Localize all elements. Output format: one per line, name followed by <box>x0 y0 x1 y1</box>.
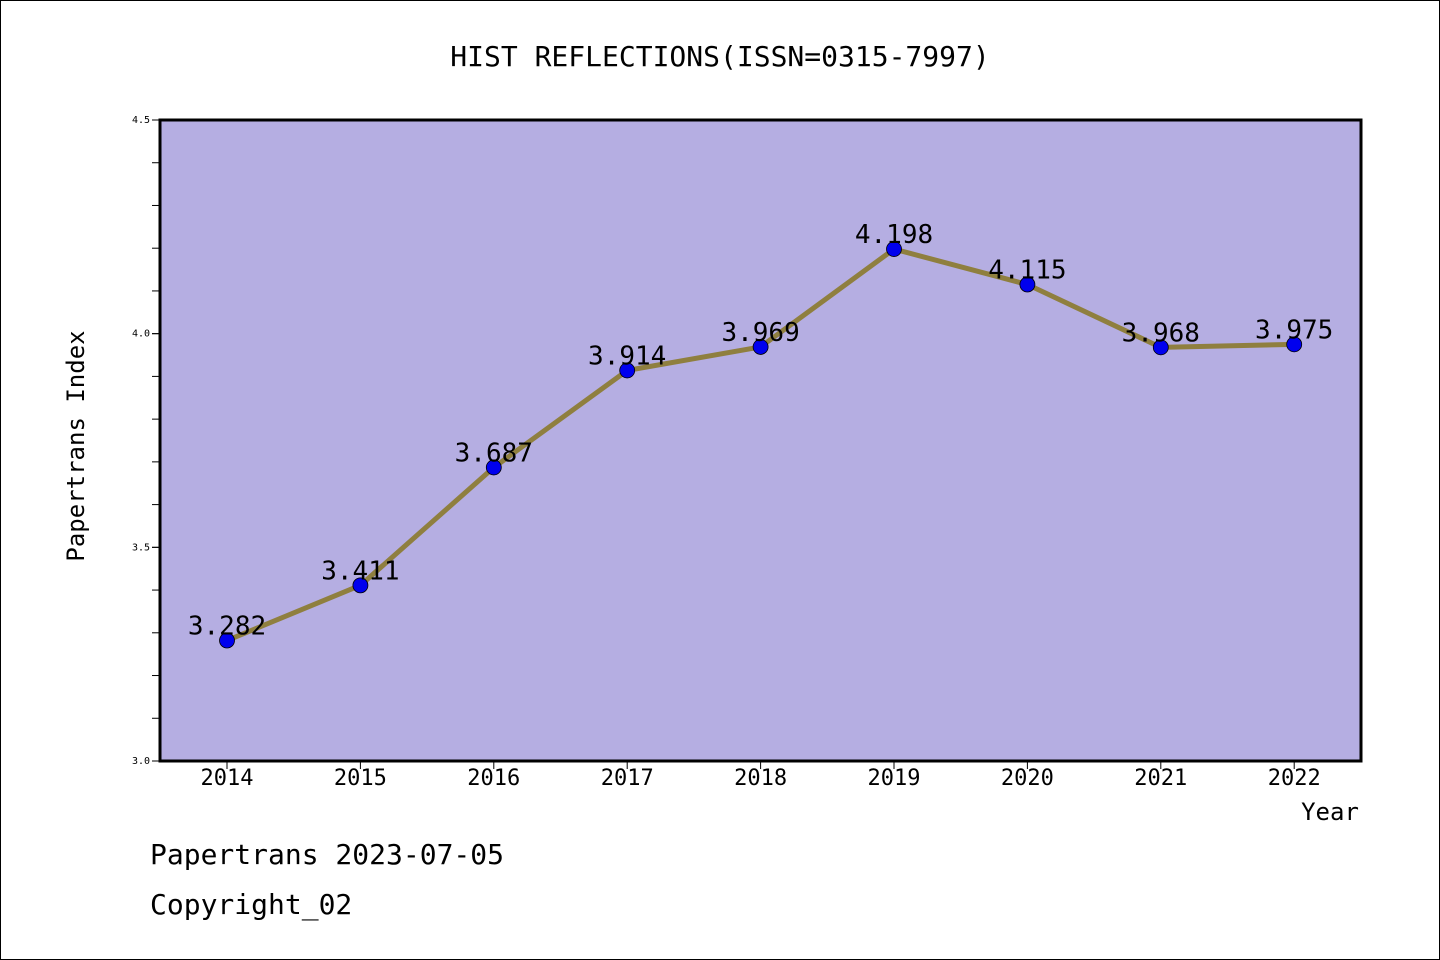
footer-date: Papertrans 2023-07-05 <box>150 838 504 871</box>
data-labels: 3.282 3.411 3.687 3.914 3.969 4.198 4.115 3.968… <box>188 220 1333 641</box>
data-point <box>485 459 502 476</box>
x-axis-label: Year <box>1301 798 1359 826</box>
footer-copyright: Copyright_02 <box>150 888 352 922</box>
y-tick-label: 3.5 <box>132 542 150 553</box>
data-point <box>1286 336 1303 353</box>
chart-title: HIST REFLECTIONS(ISSN=0315-7997) <box>450 40 989 73</box>
data-point <box>752 339 769 355</box>
x-tick-label: 2019 <box>868 766 921 791</box>
data-label: 3.969 <box>721 318 799 348</box>
data-point <box>219 632 235 649</box>
x-tick-label: 2022 <box>1268 766 1321 791</box>
data-markers <box>219 241 1303 649</box>
data-label: 4.115 <box>988 256 1066 286</box>
data-label: 3.282 <box>188 611 266 641</box>
y-axis-ticks: 3.0 3.5 4.0 4.5 <box>132 115 160 767</box>
y-tick-label: 4.0 <box>132 329 150 340</box>
y-axis-label: Papertrans Index <box>62 330 90 561</box>
plot-area <box>160 120 1361 761</box>
data-point <box>886 241 902 257</box>
x-tick-label: 2018 <box>734 766 787 791</box>
plot-border <box>158 118 1363 763</box>
data-label: 3.968 <box>1122 318 1200 348</box>
data-point <box>1152 339 1169 356</box>
y-tick-label: 3.0 <box>132 756 150 767</box>
data-point <box>352 577 369 594</box>
data-point <box>1019 276 1036 293</box>
data-label: 3.687 <box>455 438 533 468</box>
x-tick-label: 2020 <box>1001 766 1054 791</box>
data-label: 4.198 <box>855 220 933 250</box>
data-label: 3.975 <box>1255 315 1333 345</box>
x-tick-label: 2014 <box>201 766 254 791</box>
x-tick-label: 2015 <box>334 766 387 791</box>
x-tick-label: 2016 <box>467 766 520 791</box>
data-label: 3.914 <box>588 341 666 371</box>
y-tick-label: 4.5 <box>132 115 150 126</box>
x-axis-ticks: 2014 2015 2016 2017 2018 2019 2020 2021 2022 <box>201 761 1321 791</box>
x-tick-label: 2017 <box>601 766 654 791</box>
data-label: 3.411 <box>321 556 399 586</box>
data-point <box>619 362 636 379</box>
x-tick-label: 2021 <box>1134 766 1187 791</box>
